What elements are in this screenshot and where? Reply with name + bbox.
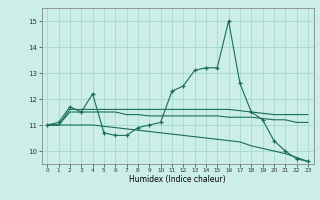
X-axis label: Humidex (Indice chaleur): Humidex (Indice chaleur) [129,175,226,184]
